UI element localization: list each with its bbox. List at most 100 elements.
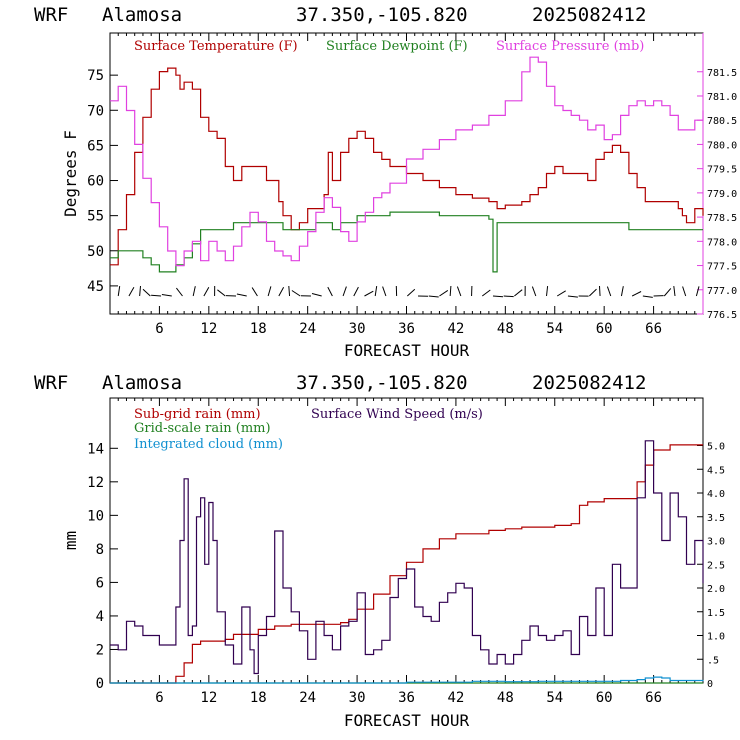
- y2-tick-label: 3.0: [707, 537, 725, 548]
- wind-barb: [139, 285, 141, 297]
- wind-barb: [531, 286, 537, 297]
- legend-entry: Surface Temperature (F): [134, 39, 298, 54]
- y-tick-label: 70: [87, 103, 104, 119]
- wind-barb: [142, 288, 151, 297]
- wind-barb: [161, 294, 172, 297]
- wind-barb: [311, 293, 322, 297]
- wind-barbs: [117, 285, 700, 298]
- x-tick-label: 24: [299, 321, 316, 337]
- wind-barb: [546, 286, 549, 297]
- y-tick-label: 4: [96, 609, 104, 625]
- y-tick-label: 55: [87, 209, 104, 225]
- x-tick-label: 30: [349, 690, 366, 706]
- y-tick-label: 2: [96, 642, 104, 658]
- x-tick-label: 54: [546, 690, 563, 706]
- legend-entry: Sub-grid rain (mm): [134, 407, 261, 422]
- y2-tick-label: 777.5: [707, 262, 737, 273]
- x-axis-label: FORECAST HOUR: [344, 711, 470, 730]
- wind-barb: [631, 291, 642, 297]
- y2-tick-label: 4.0: [707, 489, 725, 500]
- series-line-1: [110, 211, 703, 273]
- wind-barb: [342, 286, 347, 297]
- legend-entry: Grid-scale rain (mm): [134, 421, 271, 436]
- x-tick-label: 6: [155, 321, 163, 337]
- x-tick-label: 24: [299, 690, 316, 706]
- y2-tick-label: 778.0: [707, 237, 737, 248]
- wind-barb: [251, 287, 258, 297]
- x-tick-label: 12: [200, 690, 217, 706]
- x-tick-label: 36: [398, 690, 415, 706]
- header-init: 2025082412: [532, 4, 646, 26]
- y-tick-label: 10: [87, 508, 104, 524]
- y2-tick-label: 2.0: [707, 584, 725, 595]
- y-tick-label: 8: [96, 542, 104, 558]
- x-tick-label: 12: [200, 321, 217, 337]
- y2-tick-label: 777.0: [707, 286, 737, 297]
- wind-barb: [503, 295, 514, 298]
- wind-barb: [192, 286, 196, 297]
- wind-barb: [288, 285, 291, 297]
- wind-barb: [176, 287, 183, 297]
- wind-barb: [695, 286, 700, 297]
- y2-tick-label: .5: [707, 655, 719, 666]
- x-tick-label: 66: [645, 321, 662, 337]
- x-tick-label: 36: [398, 321, 415, 337]
- y2-tick-label: 0: [707, 679, 713, 690]
- header-coords: 37.350,-105.820: [296, 4, 468, 26]
- y2-tick-label: 1.0: [707, 632, 725, 643]
- wind-barb: [278, 286, 285, 297]
- y2-tick-label: 776.5: [707, 310, 737, 321]
- y-tick-label: 0: [96, 676, 104, 692]
- y2-tick-label: 781.5: [707, 68, 737, 79]
- y2-tick-label: 5.0: [707, 442, 725, 453]
- series-line-2: [110, 56, 704, 267]
- y-axis-label: Degrees F: [61, 130, 80, 217]
- y2-tick-label: 4.5: [707, 465, 725, 476]
- header-location: Alamosa: [102, 372, 182, 394]
- legend-entry: Surface Dewpoint (F): [326, 39, 468, 54]
- y-tick-label: 14: [87, 441, 104, 457]
- y2-tick-label: 779.0: [707, 189, 737, 200]
- series-line-1: [110, 440, 704, 675]
- header-model: WRF: [34, 372, 68, 394]
- y-tick-label: 45: [87, 279, 104, 295]
- y-tick-label: 6: [96, 575, 104, 591]
- wind-barb: [406, 288, 416, 297]
- x-tick-label: 6: [155, 690, 163, 706]
- wind-barb: [374, 286, 378, 297]
- wind-barb: [428, 295, 439, 298]
- y2-tick-label: 778.5: [707, 213, 737, 224]
- wind-barb: [327, 286, 333, 297]
- y-tick-label: 65: [87, 138, 104, 154]
- wind-barb: [556, 290, 566, 297]
- x-tick-label: 60: [596, 321, 613, 337]
- wind-barb: [673, 286, 676, 297]
- wind-barb: [682, 286, 687, 297]
- header-init: 2025082412: [532, 372, 646, 394]
- x-tick-label: 60: [596, 690, 613, 706]
- x-tick-label: 48: [497, 690, 514, 706]
- x-tick-label: 18: [250, 321, 267, 337]
- x-tick-label: 54: [546, 321, 563, 337]
- wind-barb: [492, 295, 504, 298]
- wind-barb: [203, 287, 210, 297]
- wind-barb: [620, 286, 624, 297]
- x-tick-label: 18: [250, 690, 267, 706]
- wind-barb: [606, 286, 612, 297]
- x-tick-label: 48: [497, 321, 514, 337]
- wind-barb: [599, 285, 601, 297]
- wind-barb: [117, 286, 121, 297]
- wind-barb: [456, 286, 462, 297]
- x-axis-label: FORECAST HOUR: [344, 341, 470, 360]
- y-axis-label: mm: [61, 531, 80, 550]
- header-location: Alamosa: [102, 4, 182, 26]
- wind-barb: [128, 287, 135, 297]
- wind-barb: [291, 290, 301, 297]
- y2-tick-label: 780.5: [707, 116, 737, 127]
- wind-barb: [382, 286, 387, 297]
- wind-barb: [364, 290, 374, 297]
- y2-tick-label: 780.0: [707, 140, 737, 151]
- series-line-0: [110, 67, 704, 266]
- wind-barb: [439, 289, 449, 297]
